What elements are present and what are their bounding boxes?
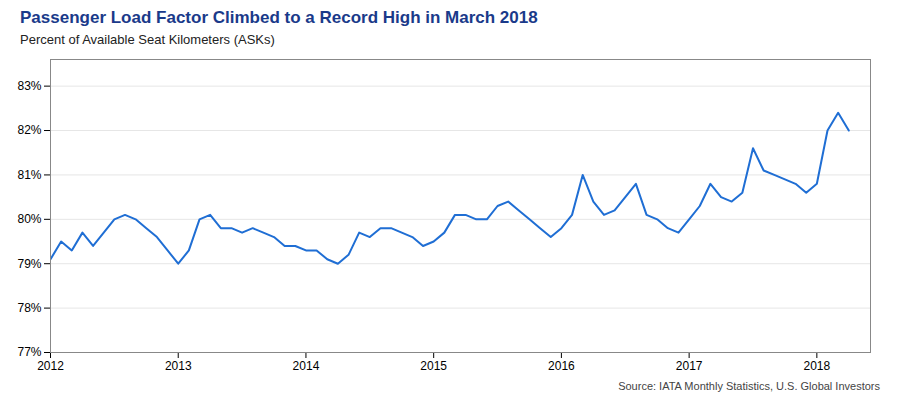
svg-text:81%: 81% xyxy=(17,168,41,182)
svg-text:2012: 2012 xyxy=(37,359,64,373)
svg-text:77%: 77% xyxy=(17,345,41,359)
svg-text:2017: 2017 xyxy=(676,359,703,373)
html-text:Passenger Load Factor Climbed: Passenger Load Factor Climbed to a Recor… xyxy=(20,8,538,27)
html-text:Percent of Available Seat Kilo: Percent of Available Seat Kilometers (AS… xyxy=(20,32,275,47)
svg-text:78%: 78% xyxy=(17,301,41,315)
svg-text:2015: 2015 xyxy=(420,359,447,373)
svg-text:79%: 79% xyxy=(17,257,41,271)
svg-text:2014: 2014 xyxy=(293,359,320,373)
svg-text:2016: 2016 xyxy=(548,359,575,373)
svg-text:2018: 2018 xyxy=(804,359,831,373)
svg-text:83%: 83% xyxy=(17,79,41,93)
html-text:Source: IATA Monthly Statistic: Source: IATA Monthly Statistics, U.S. Gl… xyxy=(618,380,880,392)
svg-text:80%: 80% xyxy=(17,212,41,226)
svg-text:2013: 2013 xyxy=(165,359,192,373)
svg-text:82%: 82% xyxy=(17,123,41,137)
